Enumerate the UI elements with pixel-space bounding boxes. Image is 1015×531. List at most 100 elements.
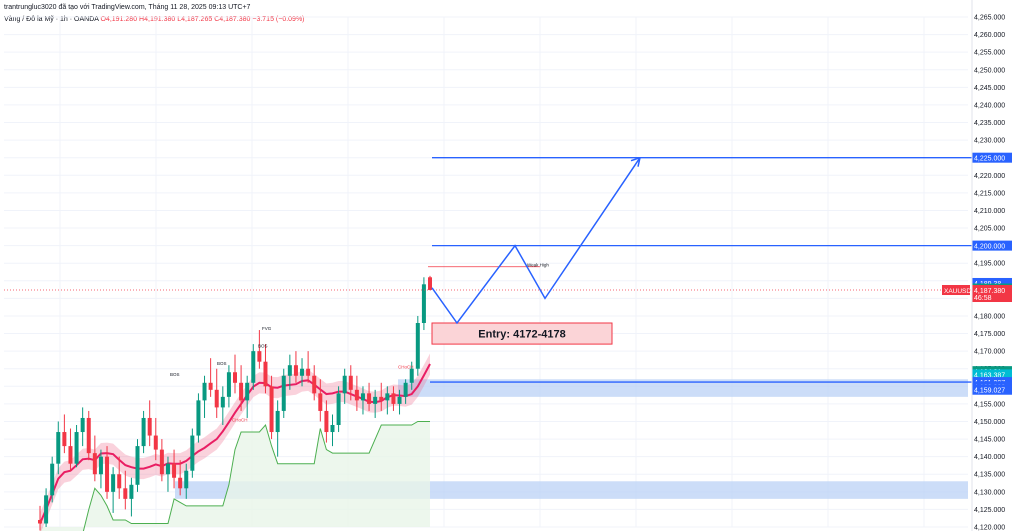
candle-body xyxy=(135,446,140,485)
candle-body xyxy=(391,393,396,404)
y-tick-label: 4,180.000 xyxy=(974,313,1005,320)
y-tick-label: 4,250.000 xyxy=(974,67,1005,74)
price-label-box xyxy=(972,277,1012,288)
candle-body xyxy=(330,425,335,433)
candle-body xyxy=(165,463,170,475)
y-tick-label: 4,255.000 xyxy=(974,50,1005,57)
trailing-stop-area xyxy=(40,421,430,531)
candle-body xyxy=(196,400,201,436)
candle-body xyxy=(141,417,146,447)
candle-body xyxy=(239,382,244,401)
entry-box xyxy=(431,322,613,345)
publisher-line: trantrungluc3020 đã tạo với TradingView.… xyxy=(4,4,251,11)
symbol-tag-text: XAUUSD xyxy=(944,288,971,295)
candle-body xyxy=(129,484,134,499)
open-value: O4,191.280 xyxy=(100,16,138,23)
y-tick-label: 4,240.000 xyxy=(974,102,1005,109)
candle-body xyxy=(117,474,122,489)
y-tick-label: 4,205.000 xyxy=(974,226,1005,233)
structure-annotation: FVG xyxy=(262,326,272,331)
candle-body xyxy=(312,375,317,394)
candle-body xyxy=(233,372,237,383)
candle-body xyxy=(226,372,231,397)
close-value: C4,187.380 xyxy=(214,16,251,23)
current-price-box xyxy=(972,285,1012,303)
y-tick-label: 4,155.000 xyxy=(974,401,1005,408)
change-value: −3.715 (−0.09%) xyxy=(252,16,305,23)
candle-body xyxy=(62,432,67,447)
candle-body xyxy=(397,396,402,404)
candle-body xyxy=(421,284,426,323)
structure-annotation: BOS xyxy=(217,361,227,366)
candle-body xyxy=(86,417,91,454)
candle-body xyxy=(147,417,152,436)
candle-body xyxy=(251,351,256,383)
candle-body xyxy=(68,446,73,464)
symbol-name[interactable]: Vàng / Đô la Mỹ · 1h · OANDA xyxy=(4,16,99,23)
candle-body xyxy=(281,375,286,411)
current-price-text: 4,187.380 xyxy=(974,288,1005,295)
structure-annotation: BOS xyxy=(258,344,268,349)
candle-body xyxy=(373,396,378,404)
candle-body xyxy=(123,488,128,499)
price-label-box xyxy=(972,384,1012,395)
price-label-box xyxy=(972,369,1012,380)
price-label-text: 4,159.027 xyxy=(974,388,1005,395)
candle-body xyxy=(44,495,49,524)
candle-body xyxy=(159,449,164,475)
candle-body xyxy=(403,382,408,397)
y-tick-label: 4,150.000 xyxy=(974,419,1005,426)
candle-body xyxy=(275,410,280,433)
structure-annotation: Weak High xyxy=(527,263,549,268)
candle-body xyxy=(74,432,79,464)
candle-body xyxy=(342,375,347,394)
y-tick-label: 4,130.000 xyxy=(974,489,1005,496)
candle-body xyxy=(336,393,341,425)
y-tick-label: 4,235.000 xyxy=(974,120,1005,127)
y-tick-label: 4,245.000 xyxy=(974,85,1005,92)
candle-body xyxy=(415,323,420,369)
candle-body xyxy=(428,277,432,290)
structure-annotation: CHoCH xyxy=(398,365,414,370)
candle-body xyxy=(263,361,268,387)
candle-body xyxy=(172,463,177,478)
candle-body xyxy=(190,435,195,471)
candle-body xyxy=(324,410,329,433)
candle-body xyxy=(287,365,292,376)
y-tick-label: 4,145.000 xyxy=(974,437,1005,444)
candle-body xyxy=(202,382,207,401)
projection-path xyxy=(431,157,641,325)
candle-body xyxy=(318,393,323,411)
candle-body xyxy=(360,393,365,401)
candle-body xyxy=(105,456,110,492)
price-label-text: 4,163.387 xyxy=(974,372,1005,379)
y-tick-label: 4,175.000 xyxy=(974,331,1005,338)
structure-annotation: CHoCH xyxy=(232,417,248,422)
candle-body xyxy=(98,456,103,475)
y-tick-label: 4,125.000 xyxy=(974,507,1005,514)
candle-body xyxy=(300,368,305,376)
structure-annotation: BOS xyxy=(170,372,180,377)
candle-body xyxy=(208,382,213,390)
candle-body xyxy=(306,368,311,376)
candle-body xyxy=(80,417,85,433)
candle-body xyxy=(153,435,158,450)
candle-body xyxy=(269,386,274,433)
y-tick-label: 4,140.000 xyxy=(974,454,1005,461)
y-tick-label: 4,135.000 xyxy=(974,472,1005,479)
price-label-box xyxy=(972,240,1012,251)
candle-body xyxy=(220,396,225,408)
candle-body xyxy=(257,351,262,362)
countdown-text: 46:58 xyxy=(974,295,992,302)
low-value: L4,187.265 xyxy=(177,16,213,23)
projection-arrowhead xyxy=(630,156,641,167)
candle-body xyxy=(38,519,42,524)
y-tick-label: 4,120.000 xyxy=(974,525,1005,531)
y-tick-label: 4,265.000 xyxy=(974,15,1005,22)
y-tick-label: 4,170.000 xyxy=(974,349,1005,356)
candle-body xyxy=(367,393,372,404)
entry-label: Entry: 4172-4178 xyxy=(478,329,565,341)
candle-body xyxy=(409,368,414,383)
ma-band xyxy=(40,353,430,531)
